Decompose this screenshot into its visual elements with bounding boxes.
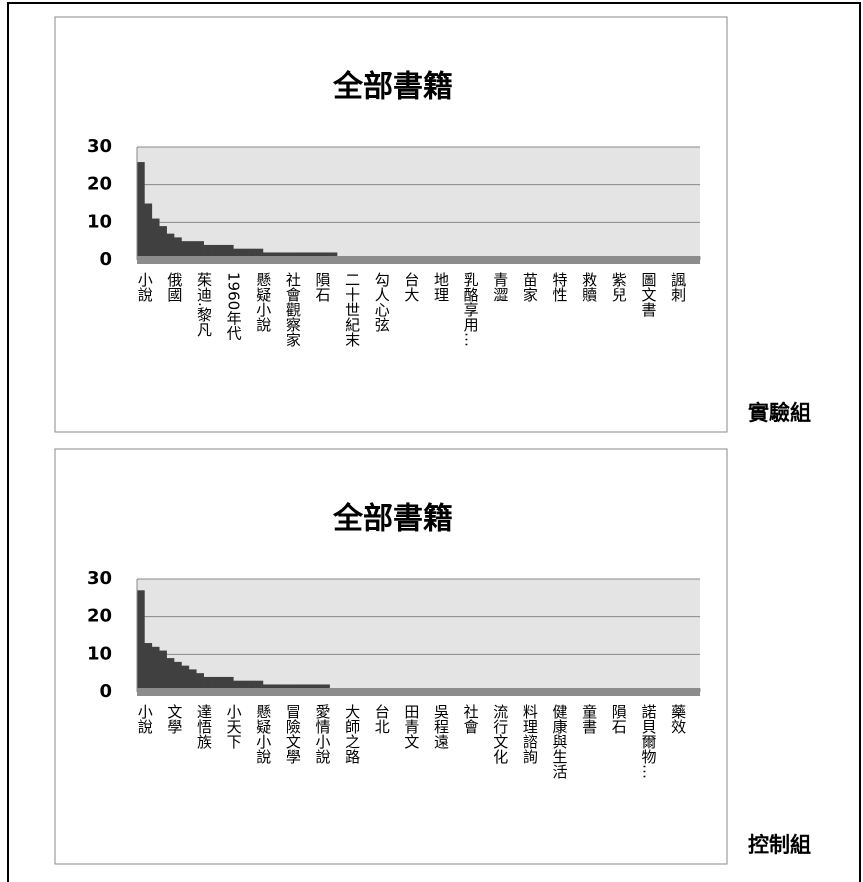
x-axis bbox=[137, 256, 700, 264]
bar bbox=[203, 244, 212, 260]
x-tick-label: 田青文 bbox=[402, 704, 420, 749]
chart-title: 全部書籍 bbox=[332, 70, 453, 105]
bar bbox=[225, 244, 234, 260]
y-tick-label: 20 bbox=[87, 174, 112, 195]
bar bbox=[196, 673, 204, 692]
x-tick-label: 懸疑小說 bbox=[254, 704, 272, 765]
bar bbox=[218, 676, 227, 692]
bar bbox=[151, 646, 160, 692]
x-tick-label: 圖文書 bbox=[639, 272, 657, 317]
x-tick-label: 小天下 bbox=[225, 704, 243, 749]
bar bbox=[211, 244, 219, 260]
bar bbox=[144, 643, 153, 692]
x-tick-label: 愛情小說 bbox=[313, 704, 331, 765]
x-tick-label: 小說 bbox=[136, 704, 154, 735]
bar bbox=[211, 676, 219, 692]
x-tick-label: 勾人心弦 bbox=[373, 272, 391, 333]
y-tick-label: 10 bbox=[87, 643, 112, 664]
x-axis bbox=[137, 688, 700, 696]
bar bbox=[159, 650, 167, 692]
bar bbox=[137, 590, 145, 692]
bar bbox=[255, 680, 264, 692]
x-tick-label: 達悟族 bbox=[195, 704, 213, 750]
bar bbox=[166, 658, 175, 692]
bar bbox=[188, 669, 197, 692]
bar bbox=[196, 241, 204, 260]
plot-area bbox=[137, 147, 700, 260]
x-tick-label: 1960年代 bbox=[225, 272, 243, 341]
x-tick-label: 特性 bbox=[551, 272, 569, 302]
bar bbox=[240, 248, 249, 260]
x-tick-label: 隕石 bbox=[610, 704, 628, 734]
bar bbox=[174, 237, 182, 260]
x-tick-label: 冒險文學 bbox=[284, 704, 302, 764]
x-tick-label: 苗家 bbox=[521, 272, 539, 302]
x-tick-label: 台大 bbox=[402, 272, 420, 302]
x-tick-label: 隕石 bbox=[313, 272, 331, 302]
bar bbox=[144, 203, 153, 260]
bar bbox=[248, 680, 256, 692]
y-tick-label: 0 bbox=[99, 681, 112, 702]
bar bbox=[233, 248, 242, 260]
x-tick-label: 流行文化 bbox=[491, 704, 509, 764]
bar bbox=[181, 665, 190, 692]
x-tick-label: 地理 bbox=[432, 272, 450, 302]
y-tick-label: 0 bbox=[99, 249, 112, 270]
bar bbox=[181, 241, 190, 260]
bar bbox=[188, 241, 197, 260]
y-tick-label: 30 bbox=[87, 136, 112, 157]
y-tick-label: 10 bbox=[87, 211, 112, 232]
x-tick-label: 社會觀察家 bbox=[284, 272, 302, 347]
x-tick-label: 茱迪.黎凡 bbox=[195, 272, 213, 337]
x-tick-label: 文學 bbox=[165, 704, 183, 734]
x-tick-label: 童書 bbox=[580, 703, 598, 734]
bar bbox=[159, 226, 167, 260]
bar bbox=[174, 661, 182, 692]
x-tick-label: 吳程遠 bbox=[432, 704, 450, 750]
bar bbox=[151, 218, 160, 260]
group-caption: 控制組 bbox=[748, 833, 811, 857]
bar bbox=[233, 680, 242, 692]
bar bbox=[203, 676, 212, 692]
bar bbox=[248, 248, 256, 260]
bar bbox=[225, 676, 234, 692]
x-tick-label: 社會 bbox=[462, 704, 480, 734]
x-tick-label: 台北 bbox=[373, 704, 391, 734]
x-tick-label: 救贖 bbox=[580, 272, 598, 302]
bar bbox=[137, 162, 145, 260]
bar bbox=[218, 244, 227, 260]
y-tick-label: 20 bbox=[87, 606, 112, 627]
bar bbox=[255, 248, 264, 260]
x-tick-label: 料理諮詢 bbox=[521, 704, 539, 765]
x-tick-label: 藥效 bbox=[669, 704, 687, 734]
plot-area bbox=[137, 579, 700, 692]
x-tick-label: 大師之路 bbox=[343, 704, 361, 764]
x-tick-label: 乳酪享用… bbox=[462, 272, 480, 347]
x-tick-label: 俄國 bbox=[165, 272, 183, 302]
x-tick-label: 二十世紀末 bbox=[343, 272, 361, 347]
y-tick-label: 30 bbox=[87, 568, 112, 589]
bar bbox=[166, 233, 175, 260]
x-tick-label: 健康與生活 bbox=[551, 704, 569, 779]
x-tick-label: 懸疑小說 bbox=[254, 272, 272, 333]
x-tick-label: 青澀 bbox=[491, 272, 509, 302]
x-tick-label: 諾貝爾物… bbox=[639, 704, 657, 779]
chart-title: 全部書籍 bbox=[332, 502, 453, 537]
x-tick-label: 小說 bbox=[136, 272, 154, 303]
bar bbox=[240, 680, 249, 692]
x-tick-label: 紫兒 bbox=[610, 272, 628, 303]
group-caption: 實驗組 bbox=[748, 401, 811, 425]
x-tick-label: 諷刺 bbox=[669, 272, 687, 303]
